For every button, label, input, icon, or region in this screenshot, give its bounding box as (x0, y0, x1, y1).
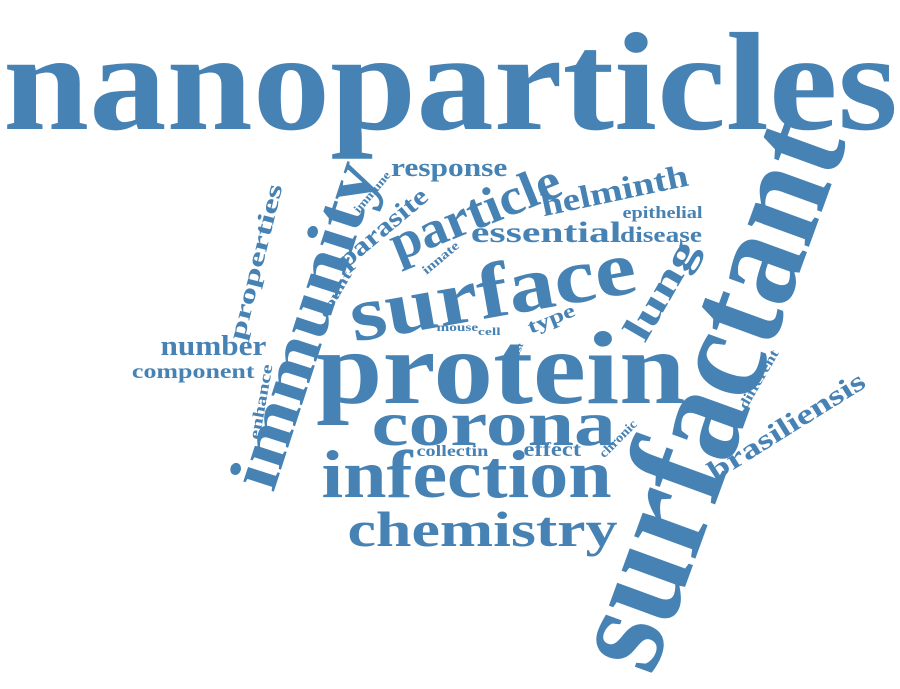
word-cell: cell (477, 327, 501, 338)
word-epithelial: epithelial (621, 202, 703, 222)
word-number: number (160, 331, 266, 362)
word-infection: infection (320, 436, 612, 512)
word-chemistry: chemistry (346, 501, 618, 557)
word-nanoparticles: nanoparticles (2, 5, 898, 160)
word-protein: protein (316, 311, 686, 426)
word-disease: disease (620, 222, 702, 247)
word-component: component (131, 361, 255, 383)
word-collectin: collectin (416, 443, 488, 460)
word-response: response (390, 153, 508, 182)
word-corona: corona (370, 388, 616, 459)
word-essential: essential (470, 216, 622, 249)
word-effect: effect (523, 439, 581, 461)
word-mouse: mouse (436, 320, 478, 334)
